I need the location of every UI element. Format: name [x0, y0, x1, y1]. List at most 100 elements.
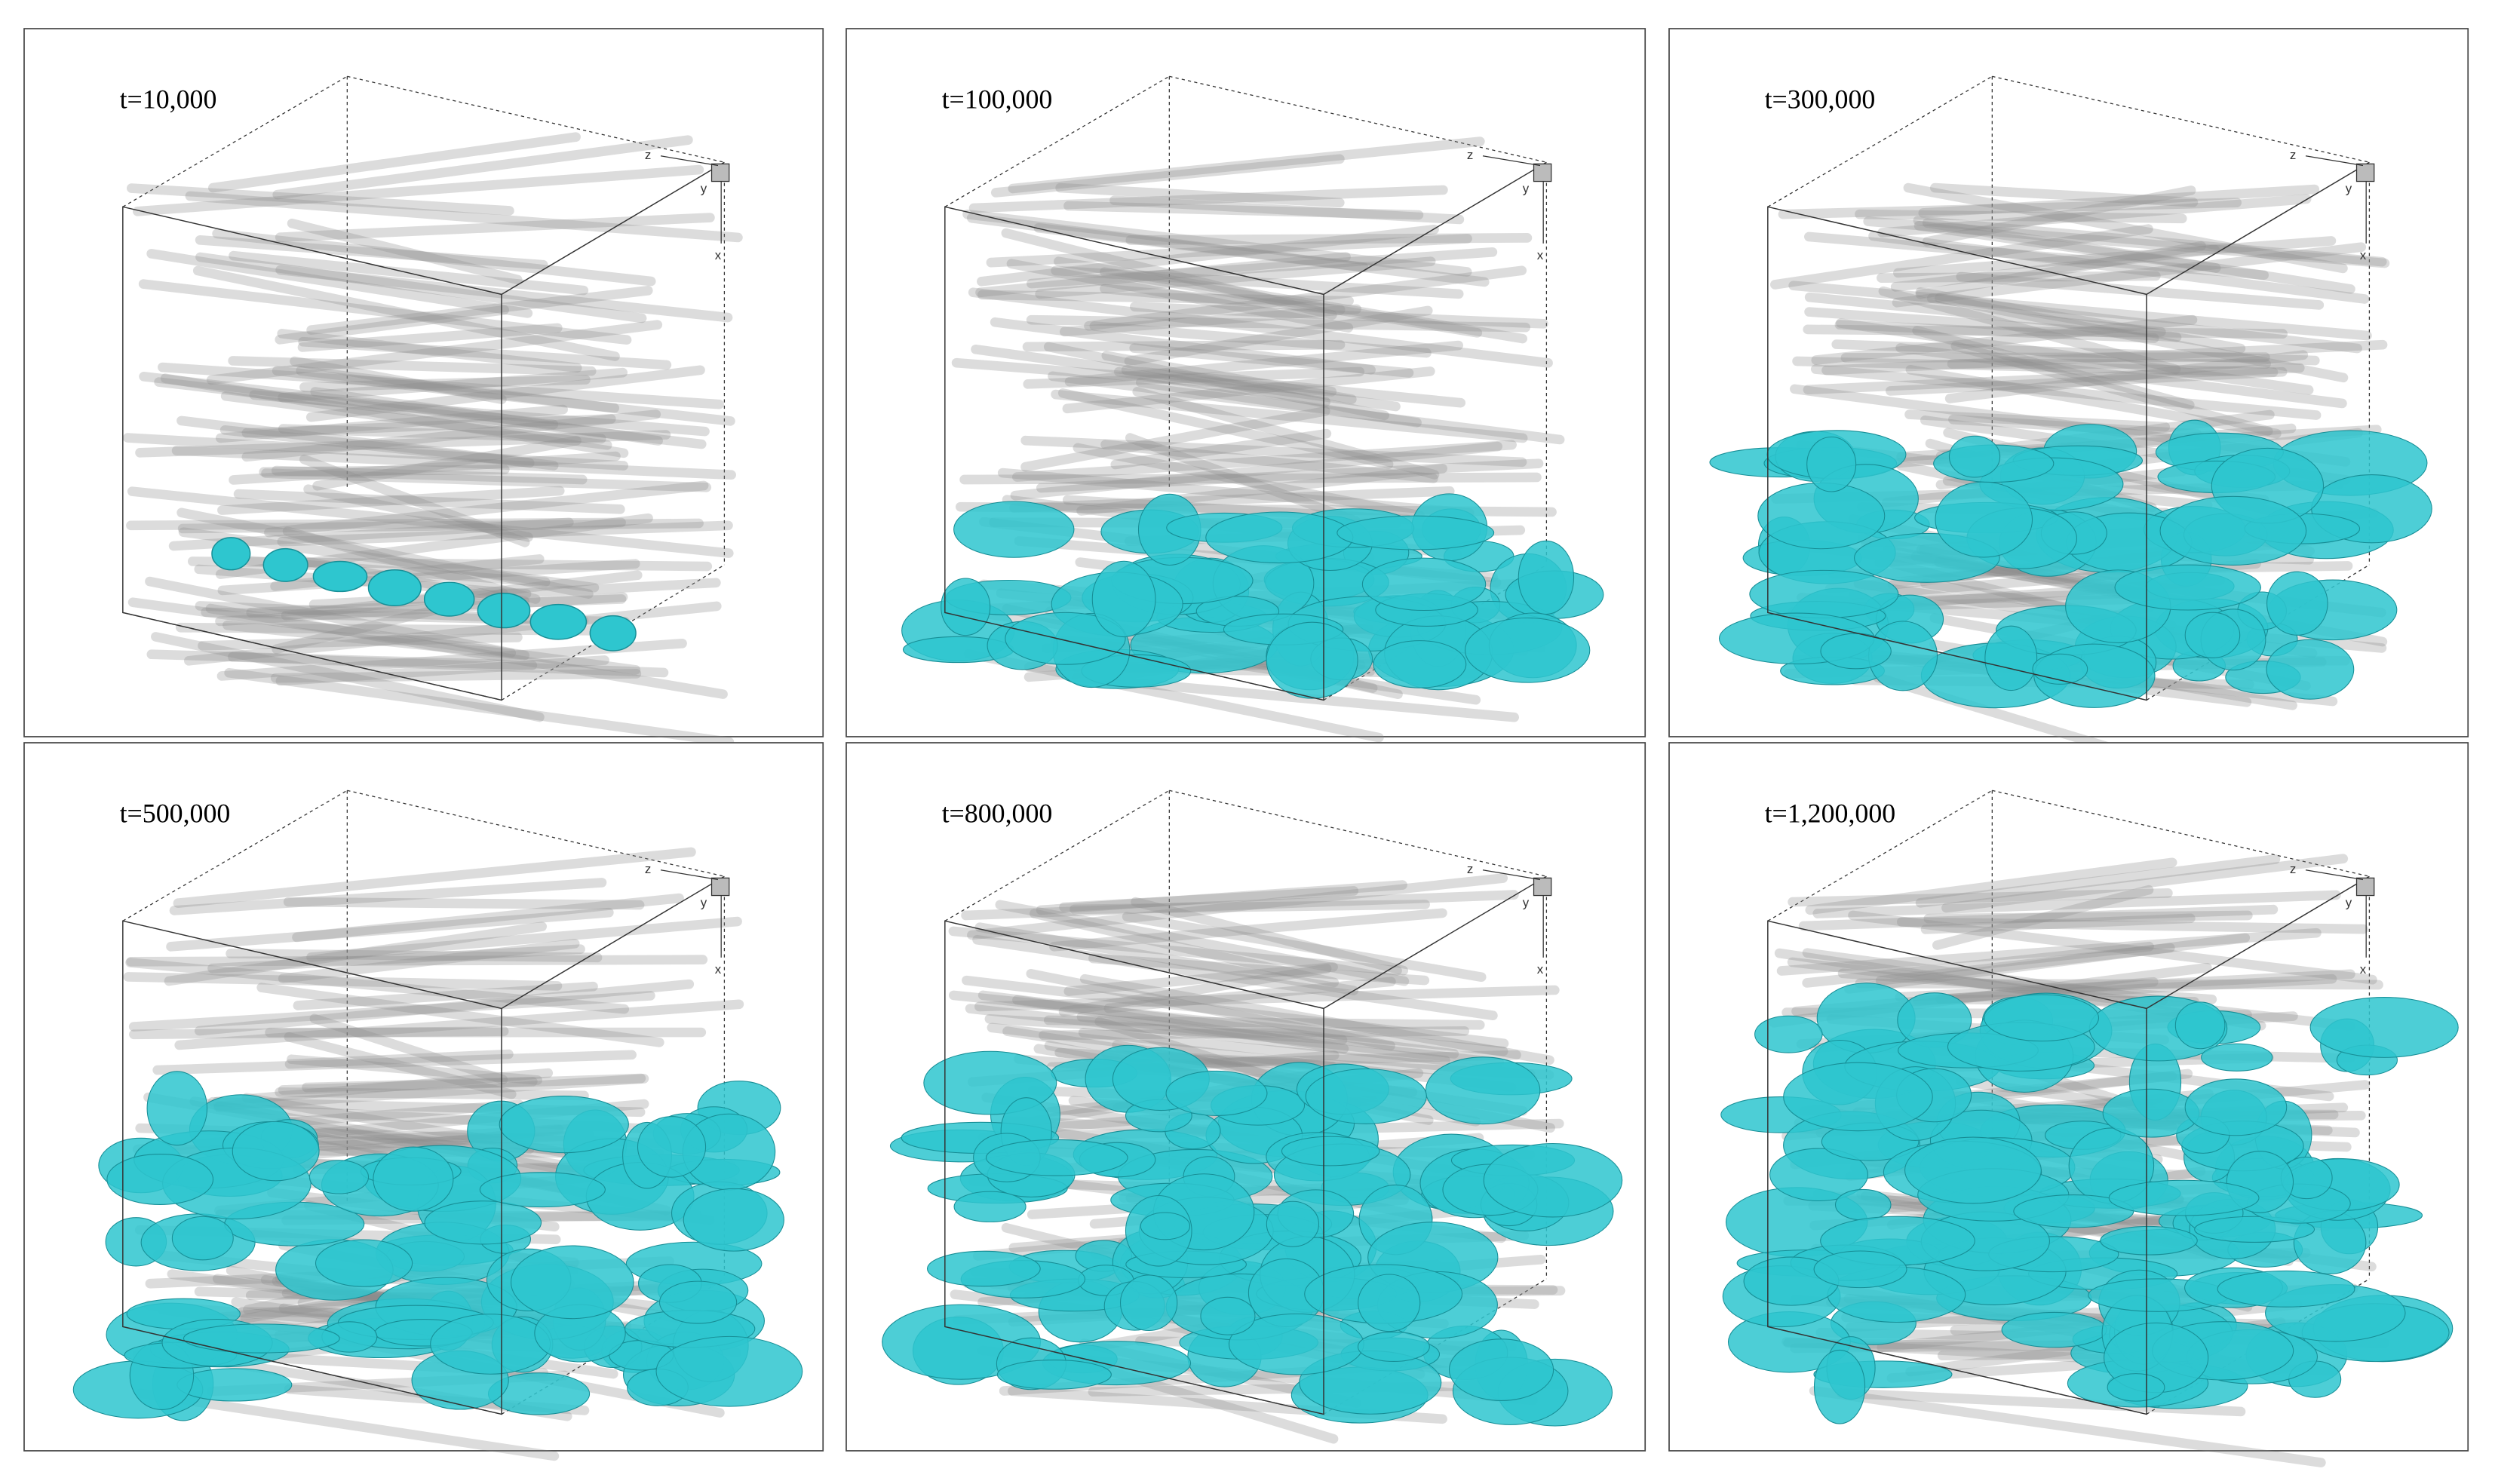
fibre	[127, 183, 514, 216]
fibre	[1001, 228, 1337, 320]
fibre	[1893, 236, 2337, 278]
fibre	[270, 669, 642, 683]
fibre	[1039, 1026, 1470, 1041]
fibre	[1922, 186, 2196, 247]
liquid-blob	[1984, 994, 2100, 1042]
axis-triad	[2355, 877, 2375, 897]
fibre	[217, 559, 640, 596]
liquid-blob	[1984, 625, 2038, 691]
axis-label: z	[1467, 862, 1473, 876]
fibre	[228, 652, 669, 678]
panel-label: t=300,000	[1765, 84, 1876, 114]
fibre	[275, 265, 733, 323]
liquid-blob	[1200, 1296, 1256, 1335]
fibre	[1788, 888, 2173, 907]
fibre	[1920, 913, 2196, 934]
fibre	[125, 958, 630, 1014]
fibre	[215, 592, 628, 627]
fibre	[975, 252, 1351, 298]
fibre	[277, 520, 733, 547]
axis-label: x	[1537, 962, 1544, 977]
fibre	[986, 234, 1472, 268]
box-front-face	[1767, 920, 2147, 1415]
fibre	[962, 209, 1472, 277]
fibre	[1915, 854, 2281, 908]
droplet	[211, 537, 251, 571]
axis-label: x	[1537, 248, 1544, 262]
liquid	[882, 1044, 1623, 1427]
fibre	[1063, 962, 1338, 996]
fibre	[145, 576, 517, 658]
fibre	[1076, 463, 1448, 516]
fibre	[1810, 364, 2322, 420]
fibre	[1803, 324, 2288, 339]
liquid-blob	[1813, 1250, 1907, 1289]
liquid-blob	[308, 1160, 370, 1194]
box-edge	[501, 875, 725, 1010]
liquid-blob	[1361, 557, 1487, 612]
fibre	[959, 472, 1542, 485]
fibre	[275, 305, 510, 345]
fibre	[1012, 440, 1517, 482]
axis-label: y	[1523, 181, 1530, 195]
fibre	[1778, 198, 2242, 219]
liquid	[211, 537, 637, 652]
fibre	[132, 164, 704, 216]
axis-label: x	[2360, 962, 2367, 977]
liquid-blob	[2108, 1179, 2260, 1216]
fibre	[139, 371, 559, 430]
fibre	[158, 362, 724, 409]
fibre	[127, 597, 641, 675]
liquid-blob	[658, 1280, 738, 1324]
fibre	[977, 990, 1459, 1059]
liquid-blob	[1783, 1062, 1933, 1132]
liquid-blob	[1091, 560, 1156, 638]
fibre	[1027, 247, 1498, 289]
liquid-blob	[1119, 1274, 1178, 1332]
fibre	[1804, 307, 2182, 342]
liquid	[1709, 419, 2432, 709]
axis-label: z	[2290, 862, 2296, 876]
fibre	[1915, 287, 2246, 354]
axis-label: x	[715, 248, 722, 262]
fibre	[135, 1388, 560, 1461]
liquid-blob	[1425, 1056, 1541, 1125]
fibre	[194, 979, 695, 1036]
liquid-blob	[985, 1139, 1128, 1176]
fibre	[228, 356, 597, 376]
fibre	[1131, 897, 1409, 976]
fibre	[310, 387, 663, 446]
fibre	[277, 329, 582, 373]
fibre	[151, 632, 545, 722]
liquid-blob	[637, 1116, 707, 1178]
fibre	[1130, 302, 1548, 329]
fibre	[1805, 857, 2177, 915]
fibre	[1020, 435, 1527, 468]
panel-label: t=100,000	[942, 84, 1053, 114]
liquid-blob	[996, 1360, 1112, 1390]
liquid-blob	[511, 1245, 634, 1320]
fibre	[984, 1013, 1348, 1045]
box-front-face	[122, 206, 502, 701]
panel: z y x t=500,000	[23, 742, 824, 1461]
fibre	[1109, 195, 1465, 225]
fibre	[1769, 224, 2153, 290]
box-back-edge	[1767, 75, 1993, 207]
fibre	[1904, 409, 2170, 432]
fibre	[1798, 904, 2279, 931]
fibre	[303, 484, 533, 542]
fibre	[305, 365, 705, 422]
fibre	[261, 468, 712, 492]
fibre	[990, 154, 1345, 198]
fibre	[128, 991, 655, 1032]
fibre	[1055, 182, 1345, 208]
box-edge	[2146, 875, 2370, 1010]
fibre	[1054, 256, 1527, 344]
fibre	[272, 366, 735, 426]
fibre	[1803, 363, 2305, 395]
box-edge	[501, 161, 725, 296]
fibre	[222, 620, 529, 661]
fibre	[1012, 995, 1349, 1054]
liquid-blob	[232, 1121, 320, 1182]
fibre	[1792, 356, 2279, 377]
